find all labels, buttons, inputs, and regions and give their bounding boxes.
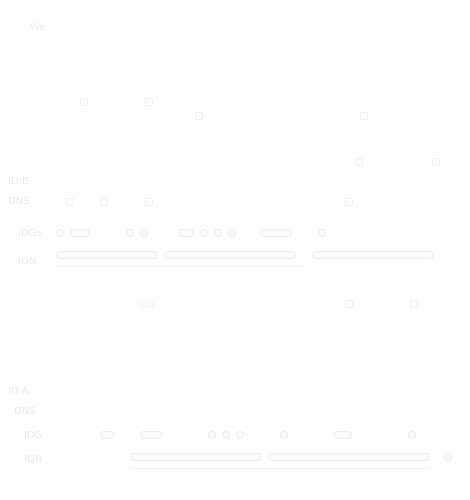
row-glyph — [318, 229, 326, 237]
block-top-label-b: DNS — [8, 196, 30, 207]
row-glyph — [100, 431, 114, 439]
row-glyph — [178, 229, 194, 237]
block-top-row1 — [56, 226, 326, 240]
row-glyph — [70, 229, 90, 237]
faint-mark — [360, 112, 368, 120]
faint-mark — [345, 198, 353, 206]
faint-mark — [66, 198, 74, 206]
row-glyph — [164, 251, 296, 259]
row-glyph — [334, 431, 352, 439]
row-glyph — [214, 229, 222, 237]
row-glyph — [268, 453, 430, 461]
block-top-row2 — [56, 248, 434, 262]
row-glyph — [56, 229, 64, 237]
block-top-label-a: ID:B — [8, 176, 29, 187]
faint-mark — [410, 300, 418, 308]
row-glyph — [130, 453, 262, 461]
row-glyph — [408, 431, 416, 439]
block-bottom-row2 — [130, 450, 452, 464]
row-glyph — [222, 431, 230, 439]
faint-mark — [80, 98, 88, 106]
row-glyph — [56, 251, 158, 259]
faint-mark — [100, 198, 108, 206]
block-bottom-row2-label: IQN — [24, 454, 43, 465]
faint-mark — [345, 300, 353, 308]
row-glyph — [140, 229, 148, 237]
row-glyph — [280, 431, 288, 439]
row-glyph — [228, 229, 236, 237]
row-glyph — [200, 229, 208, 237]
block-bottom-label-b: DNS — [14, 406, 36, 417]
block-bottom-label-a: ID:A — [8, 386, 29, 397]
row-glyph — [126, 229, 134, 237]
row-glyph — [312, 251, 434, 259]
faint-mark — [145, 198, 153, 206]
faint-mark — [355, 158, 363, 166]
faint-mark — [145, 98, 153, 106]
block-bottom-row1-label: IDG — [24, 430, 43, 441]
row-glyph — [236, 431, 244, 439]
row-glyph — [208, 431, 216, 439]
row-underline — [56, 266, 306, 267]
block-top-mid-text: (ID) — [138, 301, 155, 311]
row-glyph — [444, 453, 452, 461]
corner-text: We — [30, 22, 46, 33]
row-underline — [130, 468, 430, 469]
faint-mark — [195, 112, 203, 120]
row-glyph — [140, 431, 162, 439]
row-glyph — [260, 229, 292, 237]
block-bottom-row1 — [100, 428, 416, 442]
faint-mark — [432, 158, 440, 166]
block-top-row1-label: IDGs — [18, 228, 42, 239]
block-top-row2-label: IQN — [18, 256, 37, 267]
